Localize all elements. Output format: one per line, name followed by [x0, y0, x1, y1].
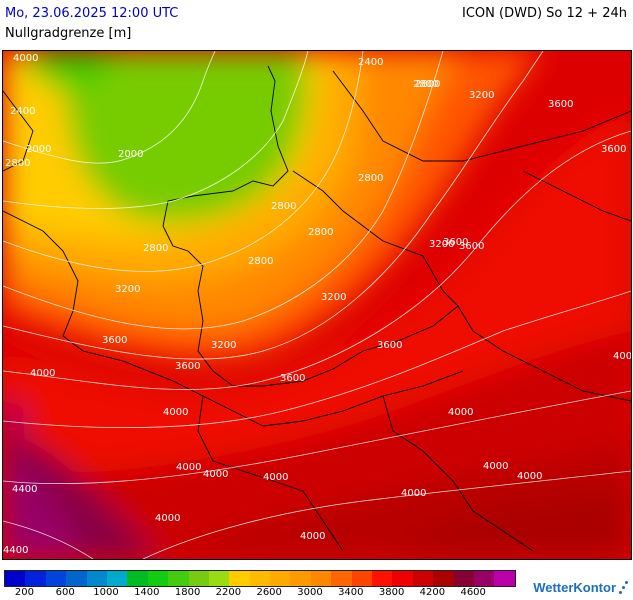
- contour-label: 3200: [211, 340, 236, 351]
- legend-label: 3000: [297, 587, 323, 598]
- color-legend: [4, 570, 516, 587]
- contour-label: 3600: [377, 340, 402, 351]
- legend-label: 1800: [174, 587, 201, 598]
- contour-label: 4400: [3, 545, 28, 556]
- contour-label: 2800: [248, 256, 273, 267]
- contour-label: 2800: [5, 158, 30, 169]
- legend-label: 600: [55, 587, 75, 598]
- contour-label: 4000: [401, 488, 426, 499]
- field-bands: [3, 51, 631, 559]
- legend-swatch: [249, 571, 271, 586]
- contour-label: 4000: [613, 351, 631, 362]
- contour-label: 4000: [300, 531, 325, 542]
- contour-label: 2800: [413, 79, 438, 90]
- contour-label: 3600: [443, 237, 468, 248]
- legend-swatch: [453, 571, 474, 586]
- legend-swatch: [106, 571, 128, 586]
- legend-label: 1400: [134, 587, 160, 598]
- legend-swatch: [290, 571, 311, 586]
- legend-swatch: [168, 571, 189, 586]
- contour-label: 4000: [448, 407, 473, 418]
- contour-label: 3600: [459, 241, 484, 252]
- legend-swatch: [351, 571, 373, 586]
- legend-label: 200: [14, 587, 34, 598]
- contour-label: 4400: [12, 484, 37, 495]
- contour-label: 2800: [143, 243, 168, 254]
- contour-label: 4000: [517, 471, 542, 482]
- contour-label: 2800: [415, 79, 440, 90]
- legend-swatch: [270, 571, 291, 586]
- legend-label: 1000: [93, 587, 119, 598]
- legend-label: 4200: [419, 587, 446, 598]
- contour-label: 3200: [429, 239, 454, 250]
- brand-logo: WetterKontor: [533, 580, 629, 595]
- contour-label: 4000: [155, 513, 180, 524]
- contour-label: 4000: [263, 472, 288, 483]
- model-run: ICON (DWD) So 12 + 24h: [462, 6, 627, 21]
- contour-label: 3600: [548, 99, 573, 110]
- legend-swatch: [392, 571, 413, 586]
- parameter-title: Nullgradgrenze [m]: [5, 26, 132, 41]
- contour-label: 2400: [358, 57, 383, 68]
- legend-swatch: [188, 571, 209, 586]
- contour-label-group: 2800 3200 3600 2000 2400 2800 2000 2400 …: [3, 53, 631, 556]
- contour-label: 4000: [176, 462, 201, 473]
- contour-label: 2000: [26, 144, 51, 155]
- contour-label: 4000: [13, 53, 38, 64]
- legend-labels: 200 600 1000 1400 1800 2200 2600 3000 3400 3800 42…: [4, 587, 516, 600]
- legend-label: 3400: [338, 587, 364, 598]
- contour-label: 2800: [271, 201, 296, 212]
- contour-label: 2800: [358, 173, 383, 184]
- legend-swatch: [86, 571, 107, 586]
- contour-label: 4000: [30, 368, 55, 379]
- contour-label: 3200: [321, 292, 346, 303]
- legend-label: 2600: [256, 587, 282, 598]
- legend-label: 4600: [460, 587, 486, 598]
- legend-swatch: [331, 571, 352, 586]
- legend-swatch: [494, 571, 515, 586]
- contour-label: 3600: [601, 144, 626, 155]
- legend-swatch: [45, 571, 67, 586]
- contours: [3, 51, 631, 559]
- legend-swatch: [372, 571, 393, 586]
- contour-label: 3600: [102, 335, 127, 346]
- brand-dots-icon: [619, 580, 629, 595]
- legend-label: 2200: [215, 587, 242, 598]
- legend-label: 3800: [378, 587, 405, 598]
- contour-label: 3200: [469, 90, 494, 101]
- contour-label: 4000: [163, 407, 188, 418]
- legend-swatch: [412, 571, 434, 586]
- contour-label: 3200: [115, 284, 140, 295]
- legend-swatch: [208, 571, 230, 586]
- borders: [3, 65, 631, 552]
- legend-swatch: [127, 571, 148, 586]
- legend-swatch: [310, 571, 332, 586]
- contour-label: 2400: [10, 106, 35, 117]
- legend-swatch: [25, 571, 46, 586]
- brand-name: WetterKontor: [533, 580, 616, 595]
- valid-time: Mo, 23.06.2025 12:00 UTC: [5, 6, 179, 21]
- legend-swatch: [229, 571, 250, 586]
- legend-swatch: [5, 571, 26, 586]
- legend-swatch: [433, 571, 454, 586]
- contour-label: 2800: [308, 227, 333, 238]
- legend-swatch: [147, 571, 169, 586]
- contour-label: 2000: [118, 149, 143, 160]
- contour-label: 3600: [175, 361, 200, 372]
- contour-label: 3600: [280, 373, 305, 384]
- legend-swatch: [66, 571, 87, 586]
- freezing-level-map: 2800 3200 3600 2000 2400 2800 2000 2400 …: [2, 50, 632, 560]
- legend-swatch: [473, 571, 495, 586]
- contour-label: 4000: [483, 461, 508, 472]
- contour-label: 4000: [203, 469, 228, 480]
